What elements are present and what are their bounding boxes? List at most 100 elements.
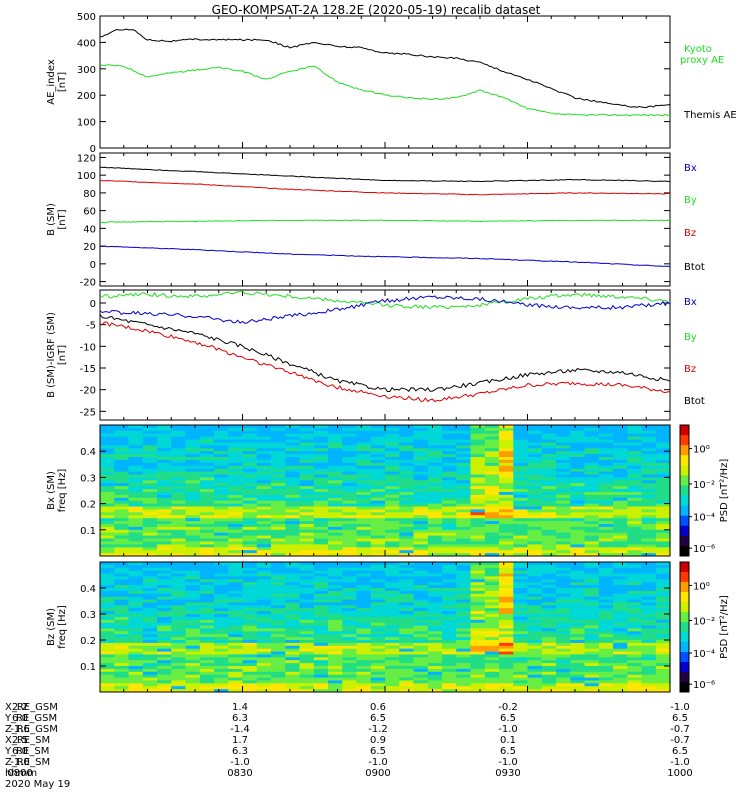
spectrogram-cell (128, 492, 144, 496)
spectrogram-cell (214, 459, 229, 464)
spectrogram-cell (299, 680, 315, 684)
spectrogram-cell (456, 500, 472, 505)
spectrogram-cell (356, 562, 372, 566)
spectrogram-cell (584, 497, 600, 502)
spectrogram-cell (655, 532, 671, 537)
spectrogram-cell (541, 544, 557, 548)
spectrogram-cell (128, 532, 144, 537)
spectrogram-cell (556, 492, 571, 496)
spectrogram-cell (584, 442, 600, 446)
spectrogram-cell (157, 562, 172, 566)
spectrogram-cell (313, 663, 329, 667)
spectrogram-cell (641, 637, 657, 641)
spectrogram-cell (142, 524, 158, 528)
spectrogram-cell (413, 526, 429, 531)
spectrogram-cell (100, 657, 115, 661)
spectrogram-cell (100, 535, 115, 539)
spectrogram-cell (627, 492, 643, 496)
spectrogram-cell (285, 562, 301, 566)
spectrogram-cell (370, 596, 386, 601)
spectrogram-cell (613, 570, 628, 575)
spectrogram-cell (214, 547, 229, 551)
spectrogram-cell (570, 582, 586, 586)
colorbar-frame (679, 424, 690, 557)
spectrogram-cell (370, 436, 386, 440)
spectrogram-cell (655, 666, 671, 670)
spectrogram-cell (556, 541, 571, 545)
spectrogram-cell (285, 547, 301, 551)
spectrogram-cell (171, 483, 187, 487)
spectrogram-cell (570, 562, 586, 566)
spectrogram-cell (598, 535, 614, 539)
spectrogram-cell (399, 634, 415, 638)
spectrogram-cell (442, 625, 457, 629)
spectrogram-cell (328, 689, 343, 693)
spectrogram-cell (598, 642, 614, 647)
spectrogram-cell (470, 674, 486, 679)
spectrogram-cell (171, 524, 187, 528)
spectrogram-cell (370, 442, 386, 446)
spectrogram-cell (627, 425, 643, 429)
spectrogram-cell (242, 622, 258, 627)
spectrogram-cell (584, 477, 600, 481)
spectrogram-cell (598, 468, 614, 473)
spectrogram-cell (370, 640, 386, 644)
spectrogram-cell (299, 500, 315, 505)
colorbar-segment (680, 592, 689, 603)
spectrogram-cell (242, 640, 258, 644)
spectrogram-cell (627, 526, 643, 531)
spectrogram-cell (128, 654, 144, 658)
spectrogram-cell (128, 506, 144, 510)
spectrogram-cell (385, 538, 400, 542)
spectrogram-cell (484, 657, 500, 661)
spectrogram-cell (641, 657, 657, 661)
spectrogram-cell (100, 451, 115, 455)
spectrogram-cell (256, 622, 272, 627)
spectrogram-cell (442, 497, 457, 502)
spectrogram-cell (413, 648, 429, 653)
spectrogram-cell (456, 648, 472, 653)
colorbar-segment (680, 622, 689, 633)
spectrogram-cell (214, 683, 229, 687)
spectrogram-cell (613, 494, 628, 499)
spectrogram-cell (570, 567, 586, 572)
spectrogram-cell (456, 425, 472, 429)
series-line-bz (99, 321, 671, 403)
spectrogram-cell (114, 521, 130, 525)
spectrogram-cell (271, 573, 286, 577)
spectrogram-cell (527, 680, 543, 684)
spectrogram-cell (613, 671, 628, 676)
spectrogram-cell (499, 471, 514, 475)
spectrogram-cell (584, 602, 600, 606)
panel-frame (99, 15, 671, 149)
spectrogram-cell (342, 486, 358, 490)
spectrogram-cell (385, 506, 400, 510)
spectrogram-cell (541, 576, 557, 580)
spectrogram-cell (114, 515, 130, 519)
spectrogram-cell (541, 448, 557, 452)
spectrogram-cell (427, 674, 443, 679)
spectrogram-cell (442, 614, 457, 618)
spectrogram-cell (513, 674, 529, 679)
spectrogram-cell (655, 515, 671, 519)
spectrogram-cell (598, 660, 614, 664)
spectrogram-cell (228, 483, 244, 487)
spectrogram-cell (584, 562, 600, 566)
spectrogram-cell (641, 651, 657, 655)
spectrogram-cell (484, 611, 500, 615)
spectrogram-cell (442, 550, 457, 554)
spectrogram-cell (641, 459, 657, 464)
spectrogram-cell (513, 579, 529, 583)
spectrogram-cell (598, 582, 614, 586)
spectrogram-cell (356, 503, 372, 507)
spectrogram-cell (442, 668, 457, 673)
spectrogram-cell (171, 671, 187, 676)
spectrogram-cell (427, 503, 443, 507)
colorbar-segment (680, 642, 689, 653)
spectrogram-cell (541, 462, 557, 467)
spectrogram-cell (128, 576, 144, 580)
spectrogram-cell (214, 619, 229, 624)
spectrogram-cell (185, 619, 201, 624)
spectrogram-cell (641, 642, 657, 647)
spectrogram-cell (584, 668, 600, 673)
